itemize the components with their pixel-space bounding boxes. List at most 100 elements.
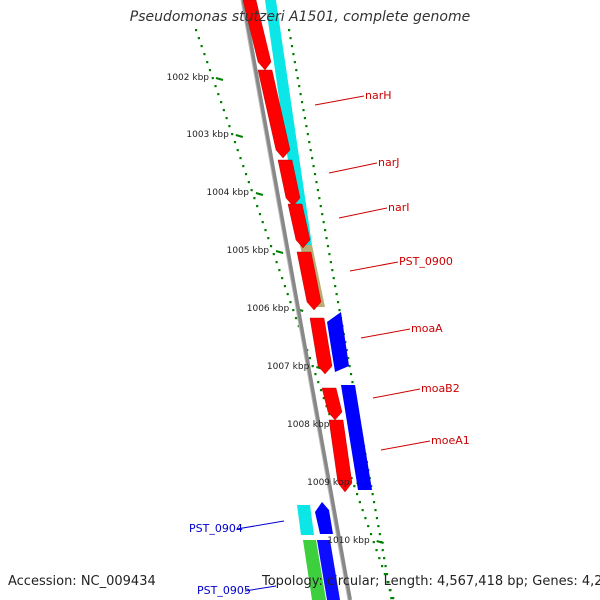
track-dot [375, 549, 378, 552]
track-dot [292, 53, 295, 56]
track-dot [289, 37, 292, 40]
leader-line [244, 585, 277, 592]
track-dot [377, 525, 380, 528]
track-dot [358, 501, 361, 504]
track-dot [390, 597, 393, 600]
track-dot [261, 221, 264, 224]
track-dot [247, 181, 250, 184]
band-cyan [297, 505, 314, 535]
track-dot [328, 413, 331, 416]
backbone-line [241, 0, 352, 600]
leader-line [380, 440, 431, 451]
track-dot [308, 141, 311, 144]
track-dot [329, 261, 332, 264]
track-dot [315, 181, 318, 184]
track-dot [356, 493, 359, 496]
track-dot [388, 589, 391, 592]
track-dot [324, 229, 327, 232]
gene-label: narJ [378, 156, 400, 169]
track-dot [219, 101, 223, 104]
track-dot [267, 237, 270, 240]
track-dot [250, 189, 253, 192]
track-dot [303, 117, 307, 120]
gene-label: moaB2 [421, 382, 460, 395]
track-dot [236, 149, 239, 152]
tick-label: 1004 kbp [206, 188, 249, 198]
track-dot [383, 557, 386, 560]
track-dot [295, 69, 298, 72]
track-dot [200, 45, 203, 48]
leader-line [314, 95, 365, 106]
track-dot [336, 301, 340, 304]
cds-arrow [242, 0, 272, 71]
tick-dotted-track [195, 29, 395, 600]
track-dot [306, 133, 309, 136]
track-dot [272, 253, 275, 256]
track-dot [378, 533, 381, 536]
track-dot [338, 309, 341, 312]
track-dot [322, 397, 325, 400]
track-dot [375, 517, 379, 520]
track-dot [228, 125, 231, 128]
backbone-highlight [240, 0, 349, 600]
track-dot [258, 213, 262, 216]
leader-line [328, 162, 378, 174]
track-dot [197, 37, 200, 40]
gene-label: PST_0900 [399, 255, 453, 268]
track-dot [231, 133, 234, 136]
track-dot [361, 509, 364, 512]
leader-line [349, 261, 399, 272]
track-dot [195, 29, 198, 32]
track-dot [384, 565, 387, 568]
track-dot [283, 285, 287, 288]
track-dot [392, 597, 395, 600]
track-dot [318, 197, 321, 200]
tick-label: 1002 kbp [166, 73, 209, 83]
track-dot [369, 533, 373, 536]
cds-arrow [327, 312, 349, 372]
track-dot [349, 373, 353, 376]
track-dot [311, 365, 314, 368]
map-title: Pseudomonas stutzeri A1501, complete gen… [129, 9, 471, 25]
track-dot [256, 205, 259, 208]
cds-arrow [309, 317, 333, 375]
track-dot [225, 117, 228, 120]
track-dot [345, 349, 348, 352]
track-dot [332, 277, 335, 280]
track-dot [211, 77, 214, 80]
track-dot [372, 541, 375, 544]
track-dot [244, 173, 248, 176]
band-cyan [265, 0, 312, 245]
track-dot [308, 357, 312, 360]
gene-label: moaA [411, 322, 443, 335]
track-dot [334, 285, 337, 288]
track-dot [222, 109, 225, 112]
track-dot [350, 477, 353, 480]
tick-label: 1008 kbp [287, 420, 330, 430]
track-dot [275, 261, 278, 264]
track-dot [293, 61, 296, 64]
cds-arrow [341, 385, 372, 490]
track-dot [335, 293, 338, 296]
track-dot [348, 365, 351, 368]
track-dot [321, 213, 324, 216]
leader-line [338, 207, 388, 219]
cds-arrow [321, 387, 343, 421]
track-dot [325, 237, 328, 240]
track-dot [214, 85, 217, 88]
track-dot [294, 317, 298, 320]
gene-label: narI [388, 201, 410, 214]
track-dot [353, 485, 356, 488]
track-dot [381, 549, 384, 552]
genome-stats-text: Topology: circular; Length: 4,567,418 bp… [262, 574, 600, 589]
track-dot [316, 189, 319, 192]
cds-arrow [315, 502, 333, 534]
tick-mark [235, 134, 244, 138]
track-dot [347, 357, 350, 360]
track-dot [351, 381, 354, 384]
track-dot [298, 85, 301, 88]
gene-label: narH [365, 89, 392, 102]
track-dot [305, 125, 308, 128]
